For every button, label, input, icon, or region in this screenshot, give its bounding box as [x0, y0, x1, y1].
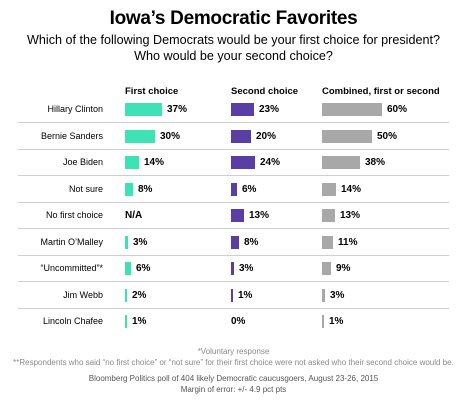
data-label: 13%: [340, 210, 361, 221]
chart-row: Joe Biden 14% 24% 38%: [18, 150, 449, 176]
chart-title: Iowa’s Democratic Favorites: [109, 8, 358, 29]
data-label: 3%: [239, 263, 254, 274]
chart-row: Bernie Sanders 30% 20% 50%: [18, 124, 449, 150]
chart-row: Not sure 8% 6% 14%: [18, 177, 449, 203]
data-label: 50%: [377, 130, 398, 142]
data-label: 11%: [338, 236, 358, 248]
data-label: 2%: [132, 289, 147, 301]
data-label: 60%: [387, 104, 408, 115]
data-label: 20%: [256, 130, 277, 142]
footnote-voluntary: *Voluntary response: [197, 347, 270, 356]
bar: [231, 103, 254, 116]
bar: [322, 209, 335, 222]
data-label: 9%: [336, 263, 351, 274]
data-label: N/A: [125, 210, 143, 221]
data-label: 14%: [144, 157, 165, 168]
bar: [322, 288, 325, 302]
row-divider: [18, 254, 449, 256]
chart-row: Hillary Clinton 37% 23% 60%: [18, 97, 449, 123]
bar: [231, 288, 233, 302]
bar: [231, 156, 255, 169]
bar: [125, 103, 162, 116]
bar: [231, 262, 234, 275]
bar: [231, 182, 237, 196]
data-label: 6%: [136, 263, 151, 274]
row-divider: [18, 281, 449, 282]
bar: [322, 235, 333, 249]
footnote-respondents: **Respondents who said “no first choice”…: [13, 358, 454, 367]
data-label: 6%: [242, 183, 257, 195]
category-label: Jim Webb: [63, 289, 103, 300]
data-label: 1%: [329, 316, 344, 327]
chart-row: No first choice N/A 13% 13%: [18, 203, 449, 229]
bar: [125, 315, 127, 328]
row-divider: [18, 228, 449, 229]
bar: [125, 288, 127, 302]
row-divider: [18, 201, 449, 203]
bar: [125, 262, 131, 275]
category-label: No first choice: [45, 210, 103, 220]
bar: [322, 182, 336, 196]
column-header-combined: Combined, first or second: [322, 86, 440, 97]
row-divider: [18, 148, 449, 150]
chart-row: Lincoln Chafee 1% 0% 1%: [18, 309, 449, 335]
bar: [231, 209, 244, 222]
chart-row: “Uncommitted”* 6% 3% 9%: [18, 256, 449, 282]
data-label: 3%: [133, 236, 148, 248]
bar: [125, 235, 128, 249]
category-label: Lincoln Chafee: [42, 316, 103, 326]
category-label: Bernie Sanders: [40, 130, 103, 141]
bar: [322, 156, 360, 169]
category-label: Not sure: [68, 183, 103, 194]
category-label: “Uncommitted”*: [40, 263, 103, 273]
bar: [125, 156, 139, 169]
data-label: 37%: [167, 104, 188, 115]
chart-row: Martin O’Malley 3% 8% 11%: [18, 230, 449, 256]
data-label: 30%: [160, 130, 181, 142]
data-label: 23%: [259, 104, 280, 115]
bar: [231, 129, 251, 143]
bar: [322, 262, 331, 275]
chart-row: Jim Webb 2% 1% 3%: [18, 283, 449, 309]
data-label: 13%: [249, 210, 270, 221]
data-label: 3%: [330, 289, 345, 301]
margin-of-error: Margin of error: +/- 4.9 pct pts: [180, 385, 287, 394]
data-label: 0%: [231, 316, 246, 327]
source-note: Bloomberg Politics poll of 404 likely De…: [88, 374, 379, 383]
category-label: Joe Biden: [62, 157, 103, 167]
bar: [322, 129, 372, 143]
chart-subtitle: Which of the following Democrats would b…: [27, 33, 440, 63]
row-divider: [18, 122, 449, 123]
bar: [322, 103, 382, 116]
row-divider: [18, 175, 449, 176]
data-label: 38%: [365, 157, 386, 168]
column-header-second-choice: Second choice: [231, 86, 299, 97]
data-label: 8%: [138, 183, 153, 195]
category-label: Martin O’Malley: [40, 236, 103, 247]
bar: [125, 182, 133, 196]
bar: [322, 315, 324, 328]
data-label: 8%: [244, 236, 259, 248]
column-header-first-choice: First choice: [125, 86, 179, 97]
bar: [231, 235, 239, 249]
data-label: 1%: [238, 289, 253, 301]
data-label: 24%: [260, 157, 281, 168]
row-divider: [18, 307, 449, 309]
category-label: Hillary Clinton: [47, 104, 103, 114]
data-label: 1%: [132, 316, 147, 327]
data-label: 14%: [341, 183, 362, 195]
bar: [125, 129, 155, 143]
